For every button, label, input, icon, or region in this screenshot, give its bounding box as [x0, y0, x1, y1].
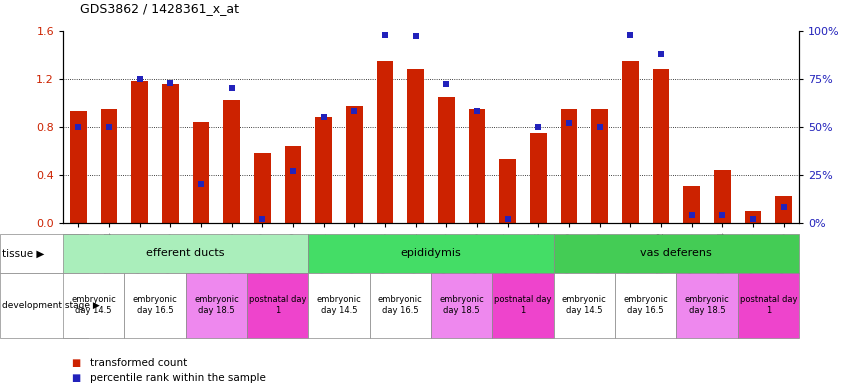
Point: [256, 216, 269, 222]
Point: [440, 81, 453, 88]
Text: efferent ducts: efferent ducts: [146, 248, 225, 258]
Bar: [131, 81, 148, 223]
Point: [225, 85, 239, 91]
Text: ■: ■: [71, 373, 81, 383]
Text: embryonic
day 16.5: embryonic day 16.5: [378, 295, 423, 315]
Bar: [377, 61, 394, 223]
Point: [378, 31, 392, 38]
Bar: [530, 133, 547, 223]
Text: embryonic
day 14.5: embryonic day 14.5: [317, 295, 362, 315]
Text: postnatal day
1: postnatal day 1: [739, 295, 797, 315]
Text: percentile rank within the sample: percentile rank within the sample: [90, 373, 266, 383]
Point: [654, 51, 668, 57]
Point: [777, 204, 791, 210]
Text: embryonic
day 18.5: embryonic day 18.5: [685, 295, 729, 315]
Bar: [468, 109, 485, 223]
Point: [593, 124, 606, 130]
Bar: [775, 196, 792, 223]
Text: GDS3862 / 1428361_x_at: GDS3862 / 1428361_x_at: [80, 2, 239, 15]
Text: embryonic
day 14.5: embryonic day 14.5: [562, 295, 606, 315]
Point: [563, 120, 576, 126]
Point: [746, 216, 759, 222]
Bar: [438, 97, 455, 223]
Point: [623, 31, 637, 38]
Point: [501, 216, 515, 222]
Point: [194, 181, 208, 187]
Point: [103, 124, 116, 130]
Point: [532, 124, 545, 130]
Text: tissue ▶: tissue ▶: [2, 248, 44, 258]
Bar: [621, 61, 639, 223]
Point: [716, 212, 729, 218]
Bar: [315, 117, 332, 223]
Text: development stage ▶: development stage ▶: [2, 301, 99, 310]
Bar: [193, 122, 209, 223]
Point: [133, 76, 146, 82]
Bar: [254, 153, 271, 223]
Text: postnatal day
1: postnatal day 1: [495, 295, 552, 315]
Point: [409, 33, 422, 40]
Text: epididymis: epididymis: [400, 248, 462, 258]
Point: [317, 114, 331, 120]
Text: embryonic
day 16.5: embryonic day 16.5: [623, 295, 668, 315]
Point: [347, 108, 361, 114]
Text: embryonic
day 14.5: embryonic day 14.5: [71, 295, 116, 315]
Bar: [346, 106, 362, 223]
Point: [286, 168, 299, 174]
Text: embryonic
day 16.5: embryonic day 16.5: [133, 295, 177, 315]
Bar: [162, 84, 179, 223]
Text: vas deferens: vas deferens: [641, 248, 712, 258]
Bar: [591, 109, 608, 223]
Bar: [561, 109, 578, 223]
Bar: [653, 69, 669, 223]
Bar: [683, 185, 700, 223]
Bar: [284, 146, 301, 223]
Point: [71, 124, 85, 130]
Bar: [714, 170, 731, 223]
Text: ■: ■: [71, 358, 81, 368]
Text: embryonic
day 18.5: embryonic day 18.5: [194, 295, 239, 315]
Text: embryonic
day 18.5: embryonic day 18.5: [439, 295, 484, 315]
Bar: [223, 100, 241, 223]
Bar: [744, 211, 761, 223]
Bar: [101, 109, 118, 223]
Bar: [500, 159, 516, 223]
Text: postnatal day
1: postnatal day 1: [249, 295, 306, 315]
Point: [470, 108, 484, 114]
Text: transformed count: transformed count: [90, 358, 188, 368]
Bar: [407, 69, 424, 223]
Bar: [70, 111, 87, 223]
Point: [164, 79, 177, 86]
Point: [685, 212, 698, 218]
